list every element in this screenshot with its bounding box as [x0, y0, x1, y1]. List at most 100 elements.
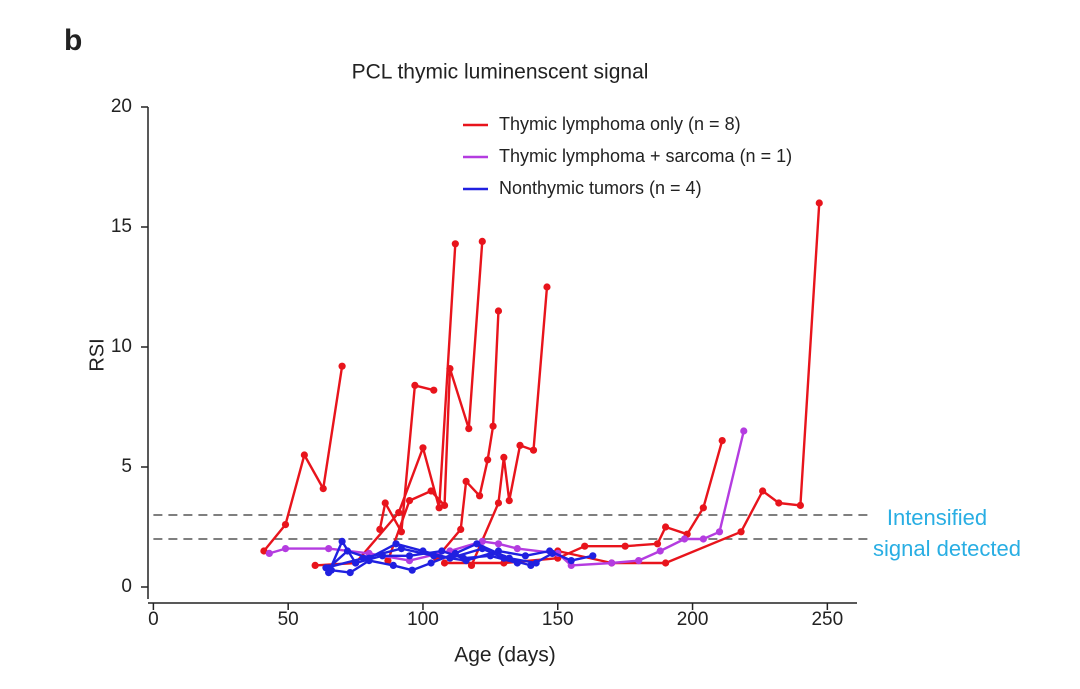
series-line	[435, 310, 500, 559]
data-point	[395, 508, 403, 517]
data-point	[457, 525, 465, 534]
data-point	[411, 381, 419, 389]
data-point	[513, 545, 521, 553]
series-line	[331, 542, 537, 574]
data-point	[322, 564, 330, 572]
data-point	[527, 561, 535, 570]
data-point	[494, 540, 503, 548]
annotation: signal detected	[873, 536, 1021, 561]
data-point	[346, 569, 354, 577]
data-point	[451, 549, 459, 558]
y-axis-label: RSI	[86, 338, 108, 371]
data-point	[759, 487, 767, 495]
data-point	[365, 557, 373, 565]
x-axis-label: Age (days)	[454, 644, 556, 667]
data-point	[451, 240, 459, 248]
data-point	[438, 547, 446, 555]
y-tick-label: 0	[121, 576, 132, 597]
data-point	[397, 545, 406, 553]
series-line	[315, 243, 457, 567]
data-point	[384, 557, 392, 565]
data-point	[478, 237, 486, 245]
legend-label: Thymic lymphoma + sarcoma (n = 1)	[499, 146, 792, 166]
data-point	[516, 441, 524, 449]
data-point	[265, 549, 273, 558]
data-point	[281, 545, 290, 553]
y-tick-label: 10	[111, 336, 132, 357]
data-point	[661, 523, 670, 531]
data-point	[427, 487, 435, 495]
annotation: Intensified	[887, 505, 987, 530]
data-point	[343, 547, 352, 555]
data-point	[392, 540, 400, 548]
data-point	[505, 554, 513, 562]
data-point	[494, 547, 503, 555]
data-point	[500, 453, 508, 461]
data-point	[440, 501, 449, 509]
data-point	[338, 537, 346, 546]
x-tick-label: 0	[148, 609, 159, 630]
data-point	[718, 437, 726, 445]
data-point	[653, 540, 662, 548]
data-point	[529, 446, 538, 454]
data-point	[680, 535, 689, 543]
data-point	[621, 542, 629, 550]
data-point	[338, 362, 346, 370]
data-point	[462, 477, 470, 485]
data-point	[494, 499, 503, 507]
data-point	[360, 554, 368, 562]
data-point	[581, 542, 589, 550]
data-point	[715, 528, 724, 536]
x-tick-label: 200	[677, 609, 709, 630]
x-tick-label: 150	[542, 609, 574, 630]
series-line	[325, 547, 594, 569]
y-tick-label: 15	[111, 216, 132, 237]
data-point	[567, 557, 575, 565]
series-line	[444, 440, 724, 565]
data-point	[408, 566, 416, 574]
legend-label: Thymic lymphoma only (n = 8)	[499, 114, 741, 134]
y-tick-label: 5	[121, 456, 132, 477]
data-point	[740, 427, 748, 435]
data-point	[405, 552, 414, 560]
data-point	[462, 557, 470, 565]
data-point	[478, 537, 486, 546]
data-point	[319, 485, 327, 493]
legend-label: Nonthymic tumors (n = 4)	[499, 178, 702, 198]
data-point	[381, 499, 389, 507]
data-point	[475, 492, 484, 500]
data-point	[327, 566, 335, 574]
data-point	[608, 559, 616, 567]
x-tick-label: 250	[811, 609, 843, 630]
series-line	[470, 286, 549, 566]
data-point	[775, 499, 783, 507]
y-tick-label: 20	[111, 96, 132, 117]
data-point	[430, 552, 438, 560]
data-point	[737, 528, 745, 536]
data-point	[543, 283, 551, 291]
x-tick-label: 100	[407, 609, 439, 630]
data-point	[440, 559, 449, 567]
data-point	[465, 425, 473, 433]
data-point	[546, 547, 554, 555]
data-point	[300, 451, 308, 459]
data-point	[473, 540, 481, 548]
data-point	[521, 552, 530, 560]
data-point	[311, 561, 319, 570]
data-point	[796, 501, 804, 509]
data-point	[419, 444, 427, 452]
data-point	[260, 547, 268, 555]
data-point	[484, 456, 492, 464]
series-line	[262, 366, 344, 552]
data-point	[661, 559, 670, 567]
data-point	[699, 504, 707, 512]
data-point	[532, 559, 540, 567]
data-point	[405, 497, 414, 505]
data-point	[435, 504, 443, 512]
data-point	[699, 535, 707, 543]
chart-title: PCL thymic luminenscent signal	[352, 61, 649, 84]
data-point	[430, 386, 438, 394]
x-tick-label: 50	[278, 609, 299, 630]
data-point	[656, 547, 664, 555]
